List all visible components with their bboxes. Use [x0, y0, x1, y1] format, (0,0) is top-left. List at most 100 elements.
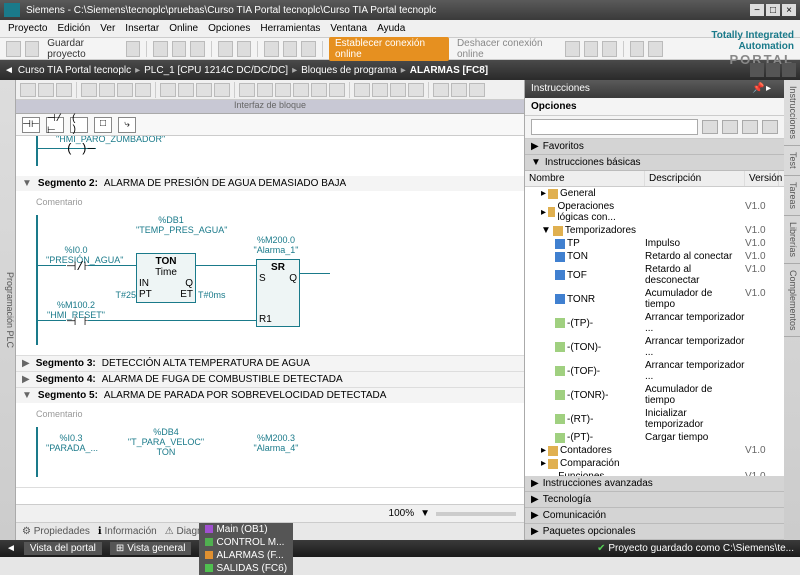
rp-adv[interactable]: ▶Instrucciones avanzadas — [525, 476, 784, 492]
et17[interactable] — [329, 83, 345, 97]
et4[interactable] — [81, 83, 97, 97]
close-button[interactable]: × — [782, 4, 796, 16]
tab-properties[interactable]: ⚙ Propiedades — [22, 526, 90, 537]
rp-basic[interactable]: ▼Instrucciones básicas — [525, 155, 784, 171]
status-tab[interactable]: ALARMAS (F... — [199, 549, 293, 562]
paste-button[interactable] — [190, 41, 205, 57]
bc-project[interactable]: Curso TIA Portal tecnoplc — [18, 65, 131, 76]
et7[interactable] — [135, 83, 151, 97]
tb-extra3[interactable] — [602, 41, 617, 57]
rp-fav[interactable]: ▶Favoritos — [525, 139, 784, 155]
print-button[interactable] — [126, 41, 141, 57]
undo-button[interactable] — [218, 41, 233, 57]
rtab-lib[interactable]: Librerías — [784, 216, 800, 264]
tb-extra1[interactable] — [565, 41, 580, 57]
et13[interactable] — [257, 83, 273, 97]
rp-optpkg[interactable]: ▶Paquetes opcionales — [525, 524, 784, 540]
status-general[interactable]: ⊞ Vista general — [110, 542, 192, 555]
rp-collapse-icon[interactable]: ▸ — [766, 83, 778, 95]
col-name[interactable]: Nombre — [525, 171, 645, 186]
tree-item[interactable]: -(TON)-Arrancar temporizador ... — [525, 335, 784, 359]
tree-item[interactable]: TONRAcumulador de tiempoV1.0 — [525, 287, 784, 311]
rp-search-btn3[interactable] — [742, 120, 758, 134]
rtab-compl[interactable]: Complementos — [784, 264, 800, 338]
et8[interactable] — [160, 83, 176, 97]
et19[interactable] — [372, 83, 388, 97]
et2[interactable] — [38, 83, 54, 97]
bc-plc[interactable]: PLC_1 [CPU 1214C DC/DC/DC] — [144, 65, 288, 76]
download-button[interactable] — [283, 41, 298, 57]
et20[interactable] — [390, 83, 406, 97]
rp-search-btn2[interactable] — [722, 120, 738, 134]
menu-proyecto[interactable]: Proyecto — [8, 23, 47, 34]
et21[interactable] — [408, 83, 424, 97]
seg5-header[interactable]: ▼Segmento 5:ALARMA DE PARADA POR SOBREVE… — [16, 388, 524, 403]
et9[interactable] — [178, 83, 194, 97]
tree-item[interactable]: TPImpulsoV1.0 — [525, 237, 784, 250]
menu-ver[interactable]: Ver — [100, 23, 115, 34]
status-tab[interactable]: SALIDAS (FC6) — [199, 562, 293, 575]
redo-button[interactable] — [237, 41, 252, 57]
tree-item[interactable]: -(TOF)-Arrancar temporizador ... — [525, 359, 784, 383]
seg3-header[interactable]: ▶Segmento 3:DETECCIÓN ALTA TEMPERATURA D… — [16, 356, 524, 371]
contact-presion[interactable]: ⊣/⊢ — [66, 259, 94, 274]
tb-extra2[interactable] — [584, 41, 599, 57]
menu-online[interactable]: Online — [169, 23, 198, 34]
et16[interactable] — [311, 83, 327, 97]
zoom-slider[interactable] — [436, 512, 516, 516]
menu-opciones[interactable]: Opciones — [208, 23, 250, 34]
tree-item[interactable]: TOFRetardo al desconectarV1.0 — [525, 263, 784, 287]
go-online-button[interactable]: Establecer conexión online — [329, 37, 449, 61]
menu-edicion[interactable]: Edición — [57, 23, 90, 34]
maximize-button[interactable]: □ — [766, 4, 780, 16]
menu-ayuda[interactable]: Ayuda — [377, 23, 405, 34]
save-button[interactable]: Guardar proyecto — [47, 38, 117, 60]
tree-item[interactable]: -(PT)-Cargar tiempo — [525, 431, 784, 444]
ton-block[interactable]: TON Time INQ PTET — [136, 253, 196, 303]
et1[interactable] — [20, 83, 36, 97]
rp-options[interactable]: Opciones — [525, 98, 784, 116]
cut-button[interactable] — [153, 41, 168, 57]
lad-box[interactable]: □ — [94, 117, 112, 133]
status-portal[interactable]: Vista del portal — [24, 542, 102, 555]
menu-insertar[interactable]: Insertar — [125, 23, 159, 34]
copy-button[interactable] — [172, 41, 187, 57]
et10[interactable] — [196, 83, 212, 97]
status-tab[interactable]: Main (OB1) — [199, 523, 293, 536]
rtab-instr[interactable]: Instrucciones — [784, 80, 800, 146]
tree-item[interactable]: ▸General — [525, 187, 784, 200]
et15[interactable] — [293, 83, 309, 97]
rp-tech[interactable]: ▶Tecnología — [525, 492, 784, 508]
tree-item[interactable]: -(TONR)-Acumulador de tiempo — [525, 383, 784, 407]
menu-ventana[interactable]: Ventana — [330, 23, 367, 34]
seg2-header[interactable]: ▼Segmento 2:ALARMA DE PRESIÓN DE AGUA DE… — [16, 176, 524, 191]
tree-item[interactable]: ▸Comparación — [525, 457, 784, 470]
minimize-button[interactable]: − — [750, 4, 764, 16]
seg4-header[interactable]: ▶Segmento 4:ALARMA DE FUGA DE COMBUSTIBL… — [16, 372, 524, 387]
go-offline-button[interactable]: Deshacer conexión online — [457, 38, 561, 60]
new-button[interactable] — [6, 41, 21, 57]
tree-item[interactable]: ▸Operaciones lógicas con...V1.0 — [525, 200, 784, 224]
tree-item[interactable]: ▸ContadoresV1.0 — [525, 444, 784, 457]
rp-search-input[interactable] — [531, 119, 698, 135]
rp-comm[interactable]: ▶Comunicación — [525, 508, 784, 524]
sr-block[interactable]: SR SQ R1 — [256, 259, 300, 327]
et22[interactable] — [433, 83, 449, 97]
interface-bar[interactable]: Interfaz de bloque — [16, 100, 524, 114]
ladder-canvas[interactable]: "HMI_PARO_ZUMBADOR" ( )─ ▼Segmento 2:ALA… — [16, 136, 524, 504]
zoom-value[interactable]: 100% — [389, 508, 415, 519]
tab-info[interactable]: ℹ Información — [98, 526, 157, 537]
et3[interactable] — [56, 83, 72, 97]
col-desc[interactable]: Descripción — [645, 171, 745, 186]
tree-item[interactable]: TONRetardo al conectarV1.0 — [525, 250, 784, 263]
col-ver[interactable]: Versión — [745, 171, 779, 186]
tb-extra4[interactable] — [630, 41, 645, 57]
tree-item[interactable]: -(RT)-Inicializar temporizador — [525, 407, 784, 431]
et11[interactable] — [214, 83, 230, 97]
upload-button[interactable] — [301, 41, 316, 57]
et24[interactable] — [469, 83, 485, 97]
bc-icon2[interactable] — [766, 63, 780, 77]
lad-coil[interactable]: ( ) — [70, 117, 88, 133]
coil1[interactable]: ( )─ — [66, 142, 95, 156]
rtab-tareas[interactable]: Tareas — [784, 176, 800, 216]
